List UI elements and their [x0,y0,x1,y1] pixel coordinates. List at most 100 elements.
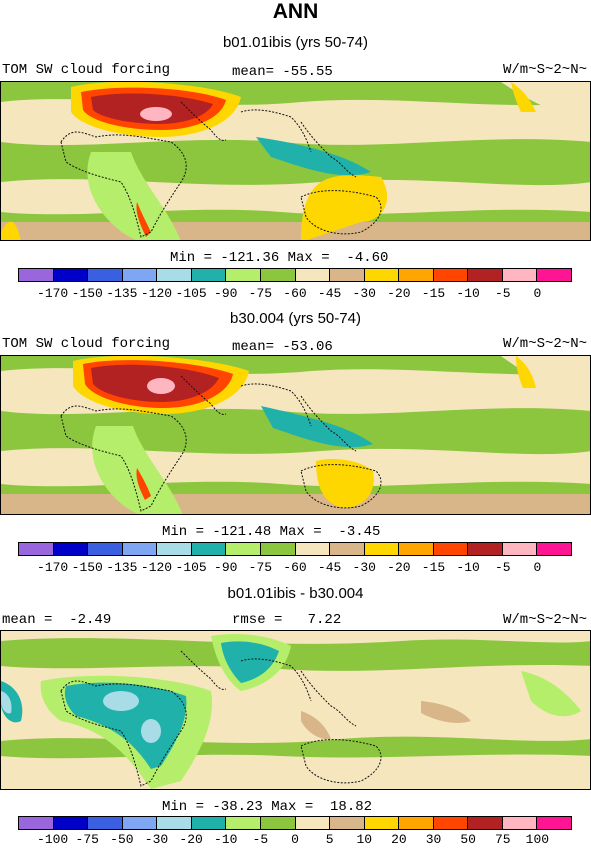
colorbar-swatch [226,269,261,281]
colorbar-tick-label: -50 [110,832,134,847]
colorbar-swatch [433,269,469,281]
colorbar-swatch [537,543,571,555]
colorbar-swatch [260,543,296,555]
colorbar-swatch [191,817,227,829]
panel-1-mean-label: mean= -55.55 [232,64,333,80]
colorbar-swatch [399,817,434,829]
colorbar-tick-label: -150 [71,286,103,301]
colorbar-tick-label: -5 [494,286,511,301]
colorbar-swatch [433,543,469,555]
colorbar-swatch [502,543,538,555]
colorbar-tick-label: 0 [291,832,299,847]
colorbar-swatch [502,817,538,829]
panel-1-variable-label: TOM SW cloud forcing [2,62,171,78]
colorbar-swatch [295,269,331,281]
panel-2-variable-label: TOM SW cloud forcing [2,336,171,352]
colorbar-tick-label: -5 [494,560,511,575]
colorbar-swatch [537,817,571,829]
panel-3-colorbar [18,816,572,830]
colorbar-tick-label: -20 [179,832,203,847]
colorbar-swatch [53,817,89,829]
colorbar-swatch [53,543,89,555]
colorbar-swatch [157,817,192,829]
colorbar-tick-label: -30 [144,832,169,847]
panel-3-title: b01.01ibis - b30.004 [227,585,364,602]
colorbar-swatch [88,269,123,281]
panel-2-units-label: W/m~S~2~N~ [502,336,587,352]
colorbar-tick-label: -170 [37,286,69,301]
colorbar-swatch [122,269,158,281]
colorbar-tick-label: -30 [352,286,376,301]
colorbar-tick-label: 75 [494,832,511,847]
colorbar-swatch [295,817,331,829]
colorbar-swatch [537,269,571,281]
colorbar-tick-label: -75 [248,286,273,301]
colorbar-swatch [191,543,227,555]
colorbar-tick-label: -135 [106,560,138,575]
colorbar-swatch [19,269,54,281]
panel-2-minmax: Min = -121.48 Max = -3.45 [162,524,381,540]
panel-3-map [0,630,591,790]
colorbar-tick-label: -75 [248,560,273,575]
colorbar-tick-label: -45 [317,286,342,301]
colorbar-tick-label: -15 [421,560,446,575]
panel-2-map [0,355,591,515]
panel-1-colorbar [18,268,572,282]
colorbar-swatch [226,543,261,555]
colorbar-swatch [468,817,503,829]
colorbar-swatch [53,269,89,281]
colorbar-swatch [330,817,365,829]
colorbar-swatch [364,269,400,281]
panel-3-minmax: Min = -38.23 Max = 18.82 [162,799,373,815]
panel-1-map [0,81,591,241]
colorbar-tick-label: -20 [387,286,411,301]
colorbar-swatch [88,817,123,829]
panel-2-mean-label: mean= -53.06 [232,339,333,355]
colorbar-tick-label: 0 [533,286,542,301]
colorbar-tick-label: -100 [37,832,69,847]
colorbar-swatch [122,543,158,555]
colorbar-tick-label: -10 [456,286,480,301]
colorbar-tick-label: -5 [252,832,269,847]
colorbar-tick-label: 100 [525,832,550,847]
colorbar-swatch [364,543,400,555]
colorbar-tick-label: -60 [283,560,307,575]
colorbar-tick-label: -135 [106,286,138,301]
colorbar-swatch [260,269,296,281]
colorbar-swatch [157,543,192,555]
colorbar-swatch [88,543,123,555]
colorbar-swatch [19,543,54,555]
panel-2-colorbar [18,542,572,556]
colorbar-tick-label: 30 [425,832,442,847]
colorbar-tick-label: -10 [214,832,238,847]
colorbar-swatch [330,543,365,555]
colorbar-swatch [330,269,365,281]
colorbar-swatch [157,269,192,281]
colorbar-tick-label: -120 [140,286,173,301]
colorbar-tick-label: 0 [533,560,542,575]
colorbar-tick-label: -30 [352,560,376,575]
colorbar-tick-label: 5 [325,832,334,847]
colorbar-tick-label: -60 [283,286,307,301]
colorbar-swatch [399,543,434,555]
colorbar-swatch [399,269,434,281]
colorbar-swatch [191,269,227,281]
panel-1-minmax: Min = -121.36 Max = -4.60 [170,250,389,266]
colorbar-swatch [468,543,503,555]
panel-1-title: b01.01ibis (yrs 50-74) [222,34,369,51]
colorbar-swatch [433,817,469,829]
colorbar-swatch [502,269,538,281]
colorbar-tick-label: -15 [421,286,446,301]
colorbar-swatch [468,269,503,281]
colorbar-tick-label: 20 [391,832,407,847]
colorbar-tick-label: -170 [37,560,69,575]
colorbar-tick-label: -75 [75,832,99,847]
colorbar-tick-label: -90 [214,286,238,301]
panel-2-colorbar-ticks: -170 -150 -135 -120 -105 -90 -75 -60 -45 -30 -20 -1… [18,560,572,576]
colorbar-swatch [122,817,158,829]
panel-1-colorbar-ticks: -170 -150 -135 -120 -105 -90 -75 -60 -45 -30 -20 -1… [18,286,572,302]
colorbar-tick-label: -105 [175,560,207,575]
panel-3-mean-label: mean = -2.49 [2,612,112,628]
colorbar-tick-label: -90 [214,560,238,575]
colorbar-tick-label: 10 [356,832,373,847]
